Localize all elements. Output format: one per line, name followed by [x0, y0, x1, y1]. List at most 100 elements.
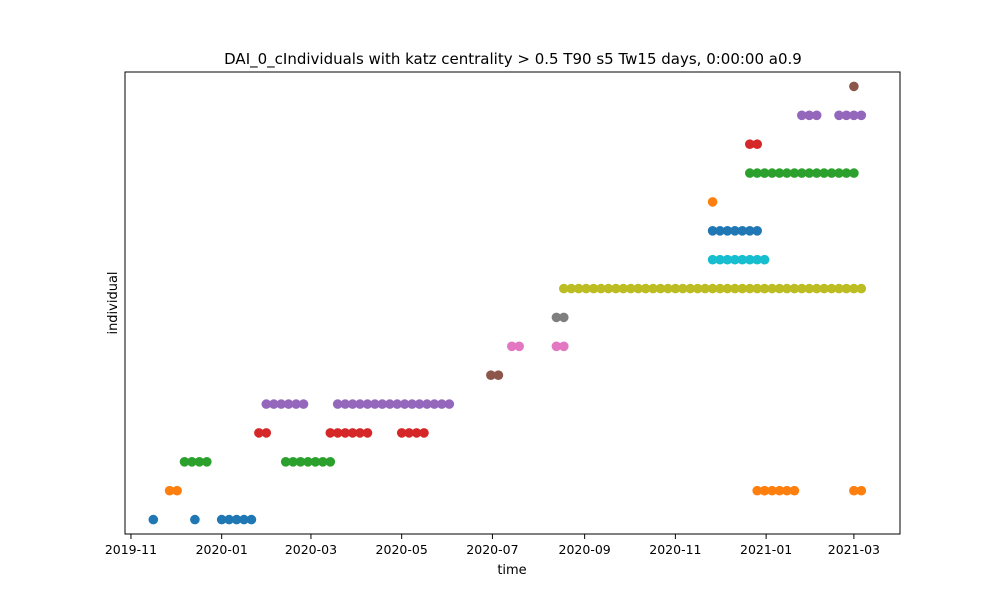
data-point-8-4 [588, 283, 599, 294]
data-point-2-1 [187, 457, 197, 467]
data-point-1-1 [172, 485, 182, 496]
data-point-3-10 [411, 428, 422, 438]
data-point-15-0 [849, 81, 859, 92]
data-point-8-30 [782, 283, 792, 294]
data-point-4-13 [385, 399, 395, 409]
data-point-12-3 [767, 168, 777, 178]
data-point-13-0 [745, 139, 755, 149]
data-point-9-2 [722, 254, 733, 265]
x-tick-label-6: 2020-11 [649, 542, 701, 557]
data-point-8-26 [752, 283, 762, 294]
data-point-10-2 [722, 226, 733, 236]
data-point-12-13 [841, 168, 852, 178]
data-point-9-3 [730, 254, 740, 265]
data-point-8-29 [774, 283, 785, 294]
data-point-14-5 [849, 110, 859, 121]
data-point-12-4 [774, 168, 785, 178]
data-point-4-11 [370, 399, 380, 409]
data-point-12-11 [826, 168, 837, 178]
data-point-8-12 [648, 283, 658, 294]
data-point-0-1 [190, 514, 200, 525]
y-axis-label: individual [106, 271, 121, 334]
data-point-12-5 [782, 168, 792, 178]
data-point-10-1 [715, 226, 725, 236]
data-point-8-27 [759, 283, 770, 294]
data-points [148, 81, 867, 525]
data-point-8-13 [655, 283, 666, 294]
data-point-4-6 [332, 399, 343, 409]
data-point-5-1 [493, 370, 504, 381]
data-point-4-10 [362, 399, 373, 409]
data-point-8-7 [611, 283, 621, 294]
data-point-8-31 [789, 283, 800, 294]
data-point-9-6 [752, 254, 762, 265]
data-point-8-2 [573, 283, 584, 294]
data-point-7-0 [551, 312, 562, 323]
data-point-4-21 [444, 399, 455, 409]
data-point-7-1 [559, 312, 569, 323]
data-point-6-3 [559, 341, 569, 352]
data-point-4-7 [340, 399, 351, 409]
data-point-14-3 [834, 110, 844, 121]
data-point-3-0 [254, 428, 264, 438]
x-tick-label-1: 2020-01 [196, 542, 248, 557]
data-point-0-3 [224, 514, 234, 525]
data-point-0-5 [239, 514, 249, 525]
data-point-12-14 [849, 168, 859, 178]
data-point-8-15 [670, 283, 681, 294]
data-point-4-19 [429, 399, 440, 409]
data-point-13-1 [752, 139, 762, 149]
x-tick-label-2: 2020-03 [285, 542, 337, 557]
data-point-8-8 [618, 283, 629, 294]
data-point-2-3 [202, 457, 212, 467]
data-point-8-38 [841, 283, 852, 294]
data-point-8-40 [856, 283, 867, 294]
data-point-9-5 [745, 254, 755, 265]
data-point-12-6 [789, 168, 800, 178]
data-point-8-0 [559, 283, 569, 294]
data-point-4-15 [399, 399, 410, 409]
data-point-8-6 [603, 283, 614, 294]
data-point-4-3 [283, 399, 294, 409]
data-point-12-10 [819, 168, 829, 178]
data-point-4-12 [377, 399, 388, 409]
data-point-4-20 [437, 399, 447, 409]
data-point-14-2 [811, 110, 822, 121]
data-point-8-11 [640, 283, 651, 294]
data-point-8-25 [745, 283, 755, 294]
data-point-2-0 [179, 457, 190, 467]
data-point-3-5 [347, 428, 358, 438]
x-tick-label-4: 2020-07 [466, 542, 518, 557]
data-point-0-4 [231, 514, 242, 525]
data-point-4-5 [298, 399, 309, 409]
data-point-8-37 [834, 283, 844, 294]
data-point-3-11 [419, 428, 429, 438]
data-point-1-7 [789, 485, 800, 496]
data-point-8-1 [566, 283, 577, 294]
data-point-1-4 [767, 485, 777, 496]
data-point-3-6 [355, 428, 365, 438]
data-point-0-6 [246, 514, 257, 525]
data-point-3-3 [332, 428, 343, 438]
data-point-9-4 [737, 254, 748, 265]
data-point-8-33 [804, 283, 815, 294]
data-point-1-8 [849, 485, 859, 496]
data-point-8-22 [722, 283, 733, 294]
data-point-12-1 [752, 168, 762, 178]
data-point-8-18 [692, 283, 703, 294]
data-point-8-23 [730, 283, 740, 294]
data-point-8-14 [663, 283, 673, 294]
data-point-3-8 [396, 428, 407, 438]
data-point-8-39 [849, 283, 859, 294]
data-point-8-19 [700, 283, 710, 294]
data-point-8-21 [715, 283, 725, 294]
data-point-8-20 [707, 283, 718, 294]
data-point-10-0 [707, 226, 718, 236]
data-point-8-17 [685, 283, 696, 294]
data-point-4-16 [407, 399, 417, 409]
data-point-6-1 [514, 341, 524, 352]
data-point-8-35 [819, 283, 829, 294]
data-point-14-6 [856, 110, 867, 121]
data-point-10-4 [737, 226, 748, 236]
data-point-1-3 [759, 485, 770, 496]
